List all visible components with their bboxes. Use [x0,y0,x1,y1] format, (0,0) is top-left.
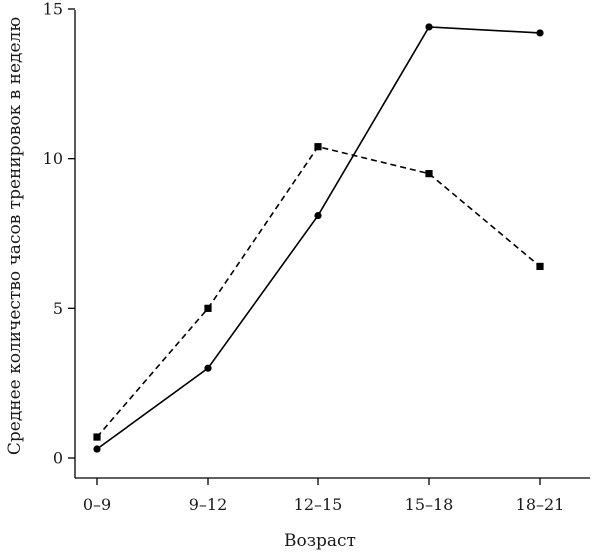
x-tick-label: 0–9 [83,495,111,514]
y-tick-label: 5 [53,299,63,318]
y-tick-label: 10 [43,149,63,168]
data-point-circle [314,211,322,220]
x-axis-title: Возраст [284,531,356,551]
x-tick-label: 18–21 [516,495,565,514]
x-tick-label: 12–15 [294,495,343,514]
axes [68,8,590,485]
data-point-square [314,143,322,151]
y-tick-label: 0 [53,449,63,468]
data-point-square [204,304,212,312]
data-point-circle [536,29,544,37]
series-line [96,145,541,438]
series-1 [93,23,544,453]
data-point-square [93,433,101,441]
series-line [96,26,541,450]
series-layer [93,23,544,453]
x-tick-label: 9–12 [189,495,228,514]
y-tick-label: 15 [43,0,63,19]
x-tick-label: 15–18 [405,495,454,514]
series-2 [93,143,544,441]
data-point-square [425,170,433,178]
data-point-circle [204,364,212,372]
data-point-circle [425,23,433,31]
y-axis-title: Среднее количество часов тренировок в не… [5,17,25,455]
data-point-square [536,262,544,271]
tick-labels: 0 5 10 15 0–9 9–12 12–15 15–18 18–21 [43,0,565,514]
data-point-circle [93,445,101,453]
